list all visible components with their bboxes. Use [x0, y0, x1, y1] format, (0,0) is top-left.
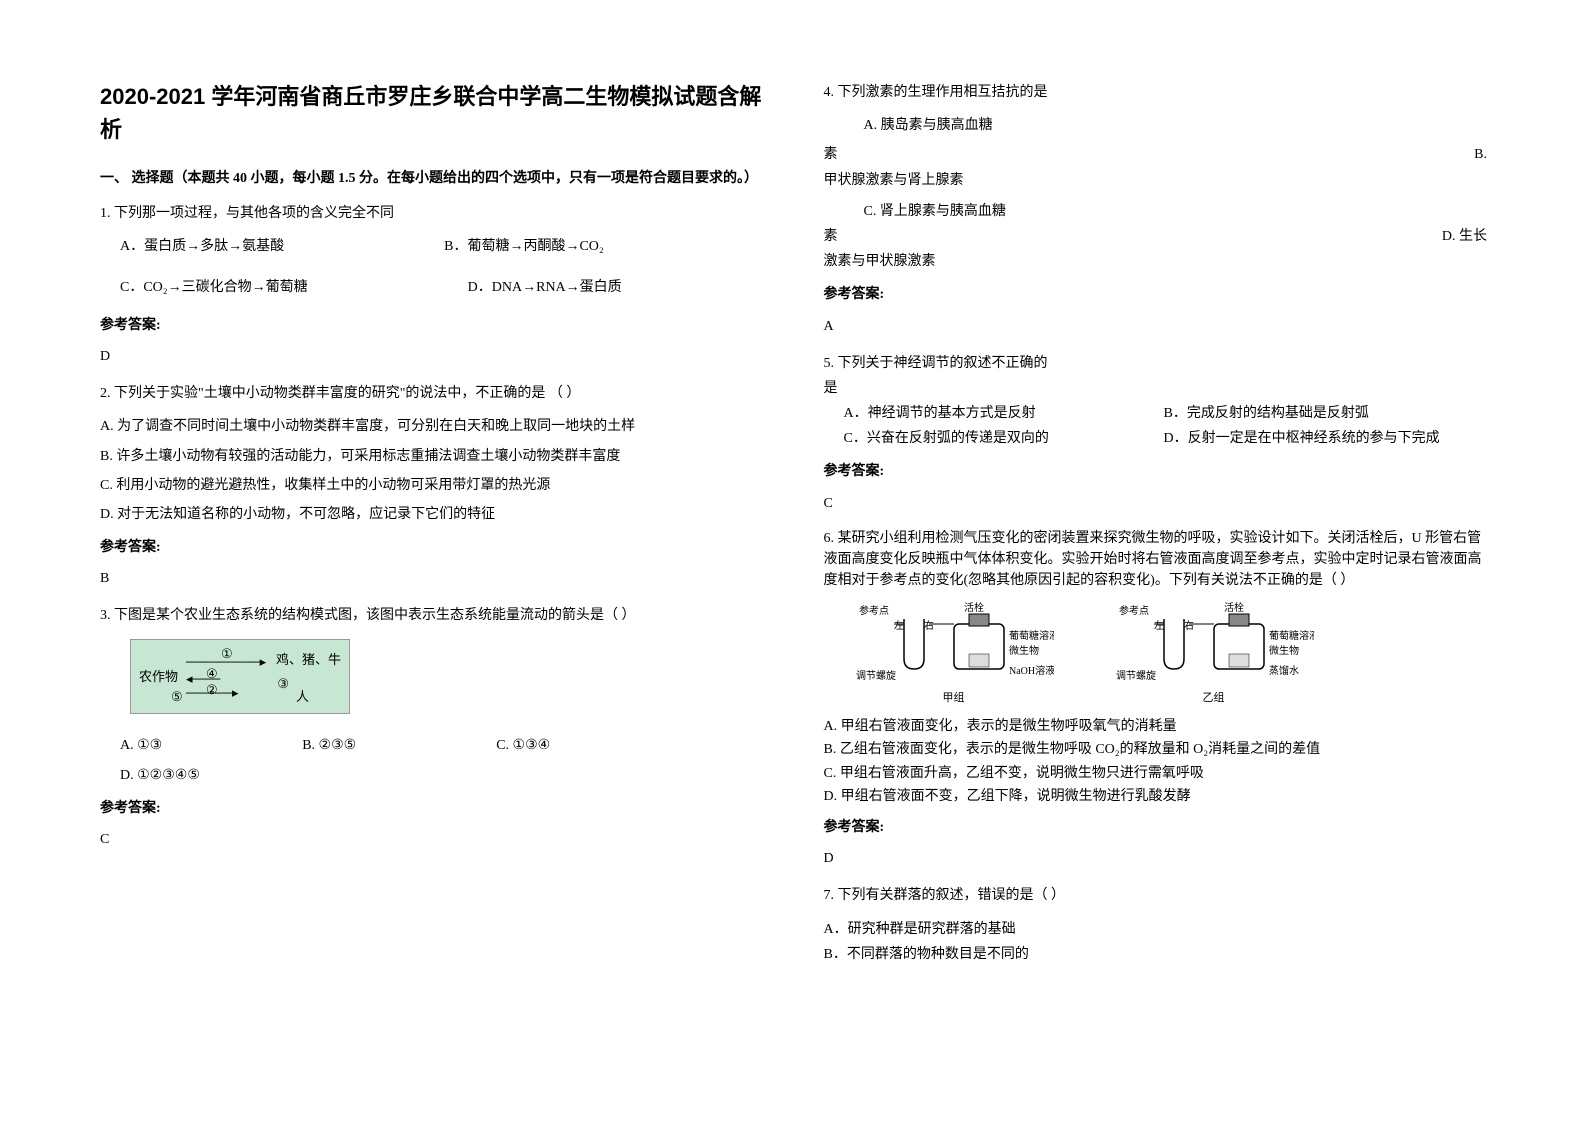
svg-text:左: 左 — [894, 619, 904, 632]
q2-answer: B — [100, 566, 764, 591]
q1-answer-label: 参考答案: — [100, 313, 764, 338]
q1-text: 1. 下列那一项过程，与其他各项的含义完全不同 — [100, 201, 764, 226]
question-5: 5. 下列关于神经调节的叙述不正确的 是 A．神经调节的基本方式是反射 B．完成… — [824, 351, 1488, 516]
q6-opt-d: D. 甲组右管液面不变，乙组下降，说明微生物进行乳酸发酵 — [824, 787, 1488, 807]
q3-answer: C — [100, 827, 764, 852]
q1-opt-b: B．葡萄糖→丙酮酸→CO₂ — [444, 234, 604, 259]
q6-answer: D — [824, 846, 1488, 871]
q4-opt-a: A. 胰岛素与胰高血糖 — [824, 113, 1488, 138]
q3-opt-a: A. ①③ — [120, 733, 162, 758]
q5-opt-c: C．兴奋在反射弧的传递是双向的 — [844, 426, 1124, 451]
apparatus-jia: 参考点 左 右 活栓 葡萄糖溶液 微生物 调节螺旋 NaOH溶液 — [854, 599, 1054, 709]
q6-answer-label: 参考答案: — [824, 815, 1488, 840]
q2-answer-label: 参考答案: — [100, 535, 764, 560]
q6-opt-b: B. 乙组右管液面变化，表示的是微生物呼吸 CO₂的释放量和 O₂消耗量之间的差… — [824, 740, 1488, 760]
q4-opt-b-line: 甲状腺激素与肾上腺素 — [824, 168, 1488, 193]
q3-text: 3. 下图是某个农业生态系统的结构模式图，该图中表示生态系统能量流动的箭头是（ … — [100, 603, 764, 628]
label-jia: 甲组 — [854, 689, 1054, 709]
label-ref: 参考点 — [859, 604, 889, 617]
q4-answer-label: 参考答案: — [824, 282, 1488, 307]
q3-opt-d: D. ①②③④⑤ — [100, 763, 764, 788]
q2-opt-b: B. 许多土壤小动物有较强的活动能力，可采用标志重捕法调查土壤小动物类群丰富度 — [100, 444, 764, 469]
q4-opt-d-line: 激素与甲状腺激素 — [824, 249, 1488, 274]
label-glucose: 葡萄糖溶液 — [1009, 629, 1054, 642]
right-column: 4. 下列激素的生理作用相互拮抗的是 A. 胰岛素与胰高血糖 素 B. 甲状腺激… — [824, 80, 1488, 1082]
left-column: 2020-2021 学年河南省商丘市罗庄乡联合中学高二生物模拟试题含解析 一、 … — [100, 80, 764, 1082]
q3-opt-c: C. ①③④ — [496, 733, 550, 758]
svg-text:参考点: 参考点 — [1119, 604, 1149, 617]
svg-text:左: 左 — [1154, 619, 1164, 632]
label-microbe: 微生物 — [1009, 644, 1039, 657]
q4-opt-d-tag: D. 生长 — [1442, 224, 1487, 249]
label-adjust: 调节螺旋 — [856, 669, 896, 682]
q1-answer: D — [100, 344, 764, 369]
q7-text: 7. 下列有关群落的叙述，错误的是（ ） — [824, 883, 1488, 908]
q7-opt-a: A．研究种群是研究群落的基础 — [824, 917, 1488, 942]
q3-answer-label: 参考答案: — [100, 796, 764, 821]
question-3: 3. 下图是某个农业生态系统的结构模式图，该图中表示生态系统能量流动的箭头是（ … — [100, 603, 764, 852]
q7-opt-b: B．不同群落的物种数目是不同的 — [824, 942, 1488, 967]
svg-text:右: 右 — [924, 619, 934, 632]
q3-opt-b: B. ②③⑤ — [302, 733, 356, 758]
page-container: 2020-2021 学年河南省商丘市罗庄乡联合中学高二生物模拟试题含解析 一、 … — [100, 80, 1487, 1082]
q1-opt-d: D．DNA→RNA→蛋白质 — [468, 275, 622, 300]
q1-opt-c: C．CO₂→三碳化合物→葡萄糖 — [120, 275, 308, 300]
q5-answer: C — [824, 491, 1488, 516]
svg-text:活栓: 活栓 — [1224, 601, 1244, 614]
q2-opt-a: A. 为了调查不同时间土壤中小动物类群丰富度，可分别在白天和晚上取同一地块的土样 — [100, 414, 764, 439]
question-7: 7. 下列有关群落的叙述，错误的是（ ） A．研究种群是研究群落的基础 B．不同… — [824, 883, 1488, 967]
q6-diagram: 参考点 左 右 活栓 葡萄糖溶液 微生物 调节螺旋 NaOH溶液 — [854, 599, 1488, 709]
question-1: 1. 下列那一项过程，与其他各项的含义完全不同 A．蛋白质→多肽→氨基酸 B．葡… — [100, 201, 764, 369]
label-water: 蒸馏水 — [1269, 664, 1299, 677]
q4-opt-c: C. 肾上腺素与胰高血糖 — [824, 199, 1488, 224]
q6-opt-c: C. 甲组右管液面升高，乙组不变，说明微生物只进行需氧呼吸 — [824, 764, 1488, 784]
q4-answer: A — [824, 314, 1488, 339]
q2-text: 2. 下列关于实验"土壤中小动物类群丰富度的研究"的说法中，不正确的是 （ ） — [100, 381, 764, 406]
q5-text2: 是 — [824, 376, 1488, 401]
svg-text:右: 右 — [1184, 619, 1194, 632]
q4-opt-b-tag: B. — [1474, 142, 1487, 167]
q6-text: 6. 某研究小组利用检测气压变化的密闭装置来探究微生物的呼吸，实验设计如下。关闭… — [824, 528, 1488, 591]
label-yi: 乙组 — [1114, 689, 1314, 709]
q4-suffix2: 素 — [824, 224, 838, 249]
q5-opt-d: D．反射一定是在中枢神经系统的参与下完成 — [1164, 426, 1440, 451]
svg-text:微生物: 微生物 — [1269, 644, 1299, 657]
q3-diagram: 农作物 鸡、猪、牛 人 ① ④ ② ③ ⑤ ────────▸ ◂─── ───… — [130, 639, 764, 723]
q2-opt-d: D. 对于无法知道名称的小动物，不可忽略，应记录下它们的特征 — [100, 502, 764, 527]
q5-answer-label: 参考答案: — [824, 459, 1488, 484]
question-4: 4. 下列激素的生理作用相互拮抗的是 A. 胰岛素与胰高血糖 素 B. 甲状腺激… — [824, 80, 1488, 339]
eco-node-animals: 鸡、猪、牛 — [276, 648, 341, 671]
q1-opt-a: A．蛋白质→多肽→氨基酸 — [120, 234, 284, 259]
q6-opt-a: A. 甲组右管液面变化，表示的是微生物呼吸氧气的消耗量 — [824, 717, 1488, 737]
apparatus-yi: 参考点 左 右 活栓 葡萄糖溶液 微生物 调节螺旋 蒸馏水 — [1114, 599, 1314, 709]
question-2: 2. 下列关于实验"土壤中小动物类群丰富度的研究"的说法中，不正确的是 （ ） … — [100, 381, 764, 591]
q5-opt-b: B．完成反射的结构基础是反射弧 — [1164, 401, 1369, 426]
exam-title: 2020-2021 学年河南省商丘市罗庄乡联合中学高二生物模拟试题含解析 — [100, 80, 764, 146]
svg-text:葡萄糖溶液: 葡萄糖溶液 — [1269, 629, 1314, 642]
eco-arrow-3: ③ — [277, 672, 289, 695]
q4-text: 4. 下列激素的生理作用相互拮抗的是 — [824, 80, 1488, 105]
label-naoh: NaOH溶液 — [1009, 664, 1054, 677]
eco-node-human: 人 — [296, 685, 309, 708]
svg-text:调节螺旋: 调节螺旋 — [1116, 669, 1156, 682]
q2-opt-c: C. 利用小动物的避光避热性，收集样土中的小动物可采用带灯罩的热光源 — [100, 473, 764, 498]
label-stopper: 活栓 — [964, 601, 984, 614]
q4-suffix: 素 — [824, 142, 838, 167]
q5-opt-a: A．神经调节的基本方式是反射 — [844, 401, 1124, 426]
question-6: 6. 某研究小组利用检测气压变化的密闭装置来探究微生物的呼吸，实验设计如下。关闭… — [824, 528, 1488, 872]
q5-text: 5. 下列关于神经调节的叙述不正确的 — [824, 351, 1488, 376]
section-header: 一、 选择题（本题共 40 小题，每小题 1.5 分。在每小题给出的四个选项中，… — [100, 166, 764, 191]
eco-arrow-5: ⑤ — [171, 685, 183, 708]
